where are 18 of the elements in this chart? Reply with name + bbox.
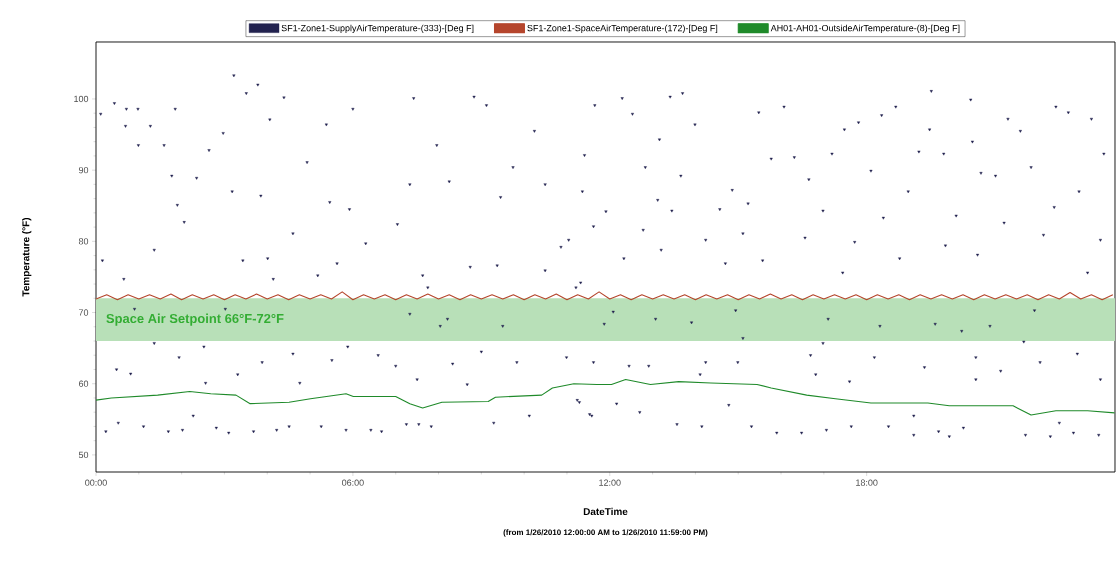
x-tick-label: 12:00 xyxy=(599,479,621,486)
x-axis-title: DateTime xyxy=(583,507,628,516)
y-tick-label: 60 xyxy=(78,380,89,387)
band-label: Space Air Setpoint 66°F-72°F xyxy=(106,313,284,326)
y-tick-label: 90 xyxy=(78,166,89,174)
line-series xyxy=(95,291,1114,301)
legend-label: AH01-AH01-OutsideAirTemperature-(8)-[Deg F] xyxy=(770,24,960,34)
x-tick-label: 18:00 xyxy=(856,479,878,486)
y-tick-label: 100 xyxy=(74,95,89,103)
legend-label: SF1-Zone1-SpaceAirTemperature-(172)-[Deg F] xyxy=(527,24,718,34)
y-tick-label: 50 xyxy=(78,451,89,459)
legend-label: SF1-Zone1-SupplyAirTemperature-(333)-[Deg F] xyxy=(281,24,474,34)
x-tick-label: 00:00 xyxy=(85,479,107,486)
line-series xyxy=(95,378,1116,416)
y-tick-label: 70 xyxy=(78,309,89,316)
y-tick-label: 80 xyxy=(78,238,89,245)
x-tick-label: 06:00 xyxy=(342,479,364,486)
y-axis-title: Temperature (°F) xyxy=(22,217,32,297)
